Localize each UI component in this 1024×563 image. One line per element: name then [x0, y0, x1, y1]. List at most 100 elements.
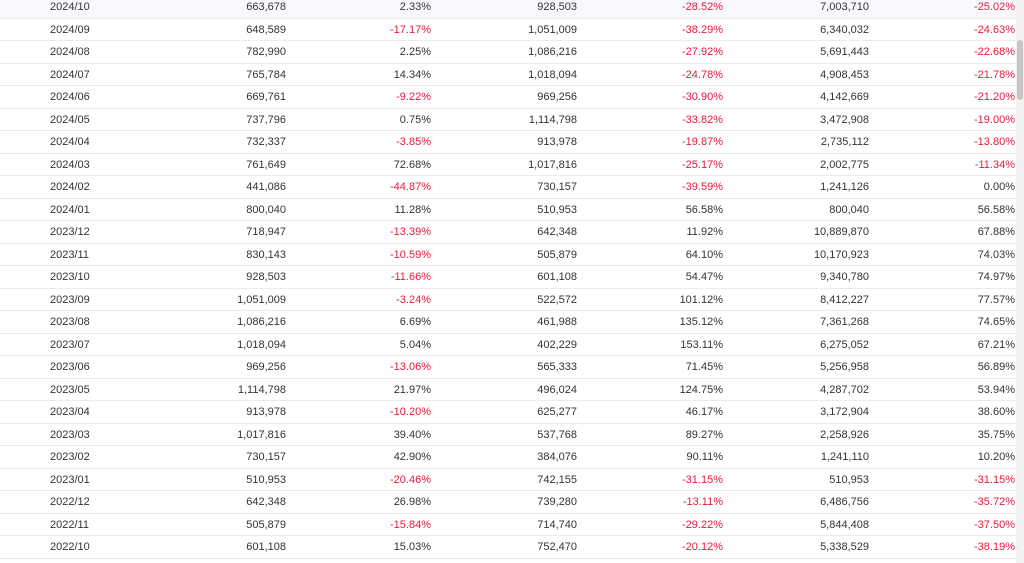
cumulative-volume-cell: 7,361,268 — [820, 316, 869, 328]
monthly-volume-cell: 669,761 — [246, 91, 286, 103]
prior-year-volume-cell: 1,051,009 — [528, 23, 577, 36]
monthly-volume-cell: 648,589 — [246, 23, 286, 36]
table-row: 2022/10 601,108 15.03% 752,470 -20.12% 5,338,… — [0, 536, 1016, 559]
row-date-cell: 2023/04 — [50, 406, 90, 418]
cumulative-change-cell: -19.00% — [974, 113, 1015, 126]
yoy-change-cell: 54.47% — [685, 271, 723, 283]
vertical-scrollbar[interactable] — [1016, 0, 1024, 563]
mom-change-cell: 72.68% — [393, 158, 431, 171]
row-date-cell: 2024/09 — [50, 23, 90, 36]
cumulative-volume-cell: 1,241,126 — [820, 181, 869, 193]
yoy-change-cell: -29.22% — [682, 518, 723, 531]
monthly-volume-cell: 1,114,798 — [237, 383, 286, 396]
cumulative-volume-cell: 3,172,904 — [820, 406, 869, 418]
cumulative-volume-cell: 6,340,032 — [820, 23, 869, 36]
cumulative-volume-cell: 4,142,669 — [820, 91, 869, 103]
monthly-volume-cell: 730,157 — [246, 451, 286, 463]
yoy-change-cell: -39.59% — [682, 181, 723, 193]
yoy-change-cell: 101.12% — [679, 293, 723, 306]
mom-change-cell: -44.87% — [390, 181, 431, 193]
mom-change-cell: -13.06% — [390, 361, 431, 373]
yoy-change-cell: -38.29% — [682, 23, 723, 36]
cumulative-volume-cell: 9,340,780 — [820, 271, 869, 283]
prior-year-volume-cell: 714,740 — [537, 518, 577, 531]
table-row: 2023/10 928,503 -11.66% 601,108 54.47% 9,340,… — [0, 266, 1016, 289]
yoy-change-cell: -20.12% — [682, 541, 723, 553]
cumulative-change-cell: -25.02% — [974, 1, 1015, 13]
table-row: 2023/04 913,978 -10.20% 625,277 46.17% 3,172,… — [0, 401, 1016, 424]
row-date-cell: 2023/01 — [50, 473, 90, 486]
row-date-cell: 2024/04 — [50, 136, 90, 148]
yoy-change-cell: 89.27% — [685, 428, 723, 441]
yoy-change-cell: -30.90% — [682, 91, 723, 103]
yoy-change-cell: -13.11% — [682, 496, 723, 508]
prior-year-volume-cell: 384,076 — [537, 451, 577, 463]
monthly-volume-cell: 1,017,816 — [237, 428, 286, 441]
row-date-cell: 2023/07 — [50, 338, 90, 351]
monthly-volume-cell: 1,086,216 — [237, 316, 286, 328]
prior-year-volume-cell: 928,503 — [537, 1, 577, 13]
table-row: 2024/01 800,040 11.28% 510,953 56.58% 800,040… — [0, 199, 1016, 221]
cumulative-volume-cell: 510,953 — [829, 473, 869, 486]
mom-change-cell: 42.90% — [393, 451, 431, 463]
yoy-change-cell: 153.11% — [680, 338, 723, 351]
row-date-cell: 2023/10 — [50, 271, 90, 283]
monthly-volume-cell: 782,990 — [246, 46, 286, 58]
monthly-volume-cell: 1,051,009 — [237, 293, 286, 306]
mom-change-cell: 39.40% — [393, 428, 431, 441]
monthly-volume-cell: 1,018,094 — [237, 338, 286, 351]
row-date-cell: 2024/01 — [50, 203, 90, 216]
row-date-cell: 2023/05 — [50, 383, 90, 396]
prior-year-volume-cell: 510,953 — [537, 203, 577, 216]
monthly-volume-cell: 510,953 — [246, 473, 286, 486]
prior-year-volume-cell: 601,108 — [537, 271, 577, 283]
monthly-volume-cell: 718,947 — [246, 226, 286, 238]
row-date-cell: 2024/06 — [50, 91, 90, 103]
row-date-cell: 2024/05 — [50, 113, 90, 126]
mom-change-cell: 26.98% — [393, 496, 431, 508]
prior-year-volume-cell: 752,470 — [537, 541, 577, 553]
cumulative-change-cell: 67.88% — [977, 226, 1015, 238]
cumulative-change-cell: 74.97% — [977, 271, 1015, 283]
monthly-volume-cell: 913,978 — [246, 406, 286, 418]
cumulative-volume-cell: 6,486,756 — [820, 496, 869, 508]
mom-change-cell: -10.20% — [390, 406, 431, 418]
cumulative-volume-cell: 10,170,923 — [813, 248, 869, 261]
cumulative-volume-cell: 5,844,408 — [820, 518, 869, 531]
mom-change-cell: 11.28% — [394, 203, 432, 216]
table-row: 2023/08 1,086,216 6.69% 461,988 135.12% 7,361… — [0, 311, 1016, 334]
cumulative-change-cell: -37.50% — [974, 518, 1015, 531]
scrollbar-thumb[interactable] — [1017, 40, 1023, 100]
mom-change-cell: 2.33% — [399, 1, 431, 13]
yoy-change-cell: 56.58% — [685, 203, 723, 216]
mom-change-cell: -10.59% — [390, 248, 431, 261]
table-row: 2023/03 1,017,816 39.40% 537,768 89.27% 2,258… — [0, 424, 1016, 446]
cumulative-change-cell: 67.21% — [977, 338, 1015, 351]
yoy-change-cell: -25.17% — [682, 158, 723, 171]
monthly-volume-cell: 969,256 — [246, 361, 286, 373]
cumulative-volume-cell: 800,040 — [829, 203, 869, 216]
prior-year-volume-cell: 565,333 — [537, 361, 577, 373]
cumulative-change-cell: -38.19% — [974, 541, 1015, 553]
table-row: 2023/06 969,256 -13.06% 565,333 71.45% 5,256,… — [0, 356, 1016, 379]
monthly-volume-cell: 928,503 — [246, 271, 286, 283]
cumulative-change-cell: -22.68% — [974, 46, 1015, 58]
mom-change-cell: -9.22% — [396, 91, 431, 103]
mom-change-cell: 2.25% — [399, 46, 431, 58]
prior-year-volume-cell: 402,229 — [537, 338, 577, 351]
prior-year-volume-cell: 1,114,798 — [528, 113, 577, 126]
cumulative-volume-cell: 5,338,529 — [820, 541, 869, 553]
prior-year-volume-cell: 496,024 — [537, 383, 577, 396]
cumulative-change-cell: -21.20% — [974, 91, 1015, 103]
table-row: 2023/09 1,051,009 -3.24% 522,572 101.12% 8,41… — [0, 289, 1016, 311]
mom-change-cell: -3.24% — [396, 293, 431, 306]
cumulative-volume-cell: 5,691,443 — [820, 46, 869, 58]
table-row: 2024/05 737,796 0.75% 1,114,798 -33.82% 3,472… — [0, 109, 1016, 131]
table-row: 2022/12 642,348 26.98% 739,280 -13.11% 6,486,… — [0, 491, 1016, 514]
monthly-volume-cell: 601,108 — [246, 541, 286, 553]
cumulative-change-cell: -13.80% — [974, 136, 1015, 148]
prior-year-volume-cell: 625,277 — [537, 406, 577, 418]
row-date-cell: 2023/06 — [50, 361, 90, 373]
cumulative-change-cell: -35.72% — [974, 496, 1015, 508]
monthly-volume-cell: 663,678 — [246, 1, 286, 13]
